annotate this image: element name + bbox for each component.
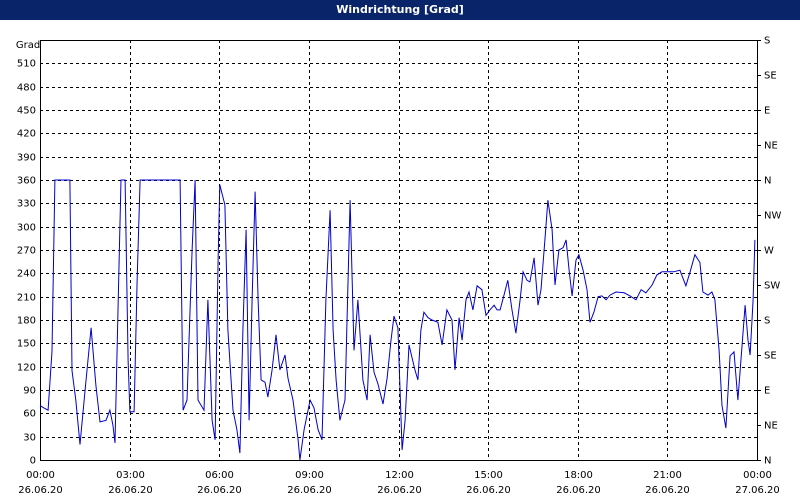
plot-frame — [40, 40, 758, 461]
x-tick-date: 27.06.20 — [735, 485, 780, 496]
x-tick-date: 26.06.20 — [556, 485, 601, 496]
x-tick-label: 03:00 — [116, 470, 145, 481]
x-tick-date: 26.06.20 — [108, 485, 153, 496]
chart-title: Windrichtung [Grad] — [336, 3, 464, 16]
y2-tick-label: NW — [764, 211, 781, 222]
x-tick-label: 06:00 — [205, 470, 234, 481]
y2-tick-label: NE — [764, 141, 778, 152]
x-tick-label: 00:00 — [26, 470, 55, 481]
y2-tick-label: W — [764, 246, 774, 257]
x-tick-label: 15:00 — [474, 470, 503, 481]
y-tick-label: 120 — [17, 363, 36, 374]
x-tick-date: 26.06.20 — [645, 485, 690, 496]
y-tick-label: 510 — [17, 59, 36, 70]
x-tick-label: 18:00 — [564, 470, 593, 481]
y-tick-label: 360 — [17, 176, 36, 187]
wind-direction-line — [39, 179, 756, 461]
y-tick-label: 300 — [17, 223, 36, 234]
y-tick-label: 240 — [17, 269, 36, 280]
y2-tick-label: S — [764, 316, 770, 327]
y2-tick-label: E — [764, 386, 770, 397]
y-tick-label: 150 — [17, 339, 36, 350]
y-tick-label: 270 — [17, 246, 36, 257]
y-tick-label: 60 — [23, 409, 36, 420]
x-tick-label: 21:00 — [653, 470, 682, 481]
y2-tick-label: SE — [764, 71, 777, 82]
y2-tick-label: SE — [764, 351, 777, 362]
x-tick-label: 09:00 — [295, 470, 324, 481]
x-tick-date: 26.06.20 — [466, 485, 511, 496]
y2-tick-label: E — [764, 106, 770, 117]
x-tick-label: 12:00 — [385, 470, 414, 481]
y2-tick-label: SW — [764, 281, 780, 292]
x-tick-date: 26.06.20 — [197, 485, 242, 496]
y2-tick-label: N — [764, 176, 771, 187]
x-tick-label: 00:00 — [743, 470, 772, 481]
y2-tick-label: NE — [764, 421, 778, 432]
y-tick-label: 30 — [23, 433, 36, 444]
y-tick-label: 480 — [17, 83, 36, 94]
y-tick-label: 450 — [17, 106, 36, 117]
y-tick-label: 210 — [17, 293, 36, 304]
y-tick-label: 420 — [17, 129, 36, 140]
title-bar — [0, 0, 800, 20]
y-tick-label: 90 — [23, 386, 36, 397]
y-tick-label: 0 — [30, 456, 36, 467]
x-tick-date: 26.06.20 — [287, 485, 332, 496]
x-tick-date: 26.06.20 — [377, 485, 422, 496]
y-tick-label: 180 — [17, 316, 36, 327]
y-tick-label: 330 — [17, 199, 36, 210]
y-tick-label: 390 — [17, 153, 36, 164]
y2-tick-label: N — [764, 456, 771, 467]
y-axis-label: Grad — [16, 40, 40, 51]
y2-tick-label: S — [764, 36, 770, 47]
x-tick-date: 26.06.20 — [18, 485, 63, 496]
